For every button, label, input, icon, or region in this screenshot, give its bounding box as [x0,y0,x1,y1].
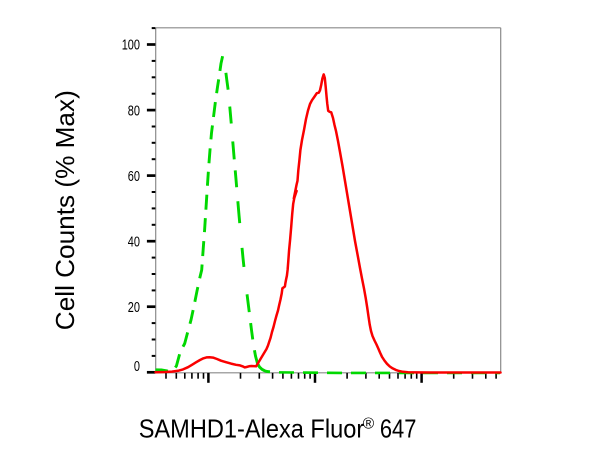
svg-text:80: 80 [128,103,140,119]
svg-text:20: 20 [128,300,140,316]
svg-text:647: 647 [380,413,417,443]
svg-text:0: 0 [134,359,140,375]
svg-text:100: 100 [122,38,140,54]
svg-text:40: 40 [128,234,140,250]
svg-text:SAMHD1-Alexa Fluor: SAMHD1-Alexa Fluor [139,413,365,443]
svg-text:60: 60 [128,169,140,185]
svg-text:Cell Counts (% Max): Cell Counts (% Max) [50,90,80,330]
svg-text:®: ® [363,416,375,433]
